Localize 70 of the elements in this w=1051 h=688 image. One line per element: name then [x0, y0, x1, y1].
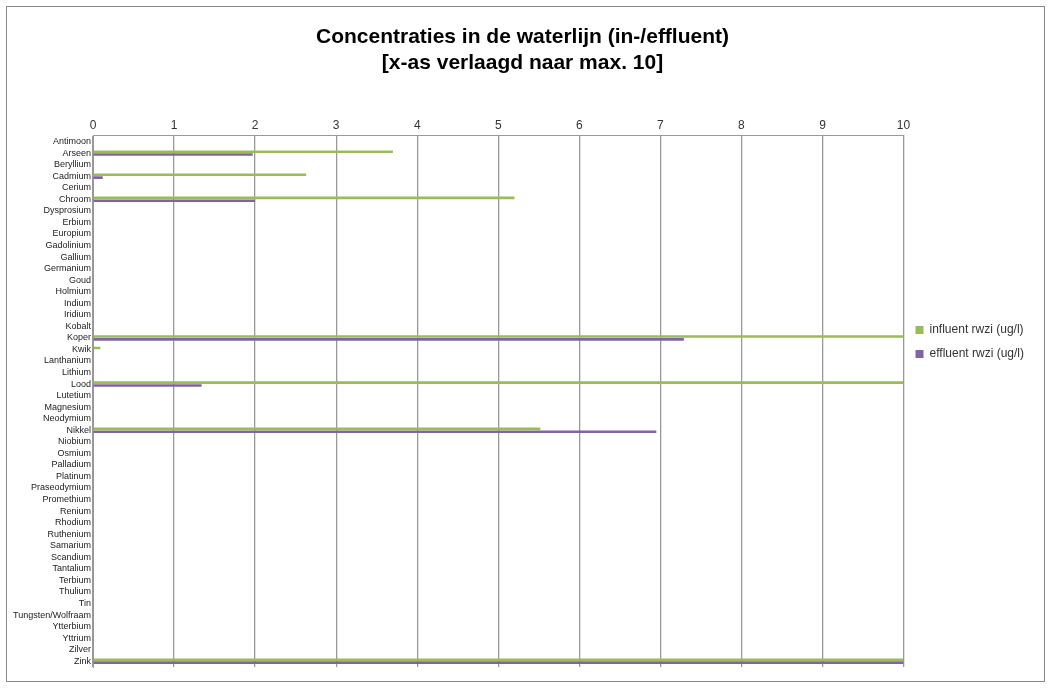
x-tick-label: 1 [170, 117, 178, 132]
legend-label: influent rwzi (ug/l) [929, 322, 1024, 337]
bar [93, 335, 904, 338]
bar [93, 150, 393, 153]
y-tick-label: Niobium [58, 436, 92, 447]
y-tick-label: Platinum [56, 470, 92, 481]
y-tick-label: Thulium [59, 586, 92, 597]
y-tick-label: Lutetium [56, 390, 92, 401]
y-tick-label: Rhodium [55, 517, 92, 528]
bar [93, 430, 657, 434]
y-tick-label: Chroom [59, 193, 92, 204]
y-tick-label: Zilver [69, 644, 92, 655]
y-tick-label: Neodymium [43, 413, 92, 424]
chart-title: Concentraties in de waterlijn (in-/effluent) [x-as verlaagd naar max. 10] [315, 24, 730, 73]
y-tick-label: Arseen [62, 147, 92, 158]
y-tick-label: Cerium [62, 182, 92, 193]
y-tick-label: Terbium [59, 574, 92, 585]
y-tick-label: Tin [78, 597, 92, 608]
y-tick-label: Koper [67, 332, 92, 343]
y-tick-label: Gallium [60, 251, 92, 262]
x-tick-label: 8 [738, 117, 746, 132]
x-tick-label: 3 [332, 117, 340, 132]
legend-label: effluent rwzi (ug/l) [929, 346, 1024, 361]
y-tick-label: Holmium [55, 286, 92, 297]
y-tick-label: Magnesium [44, 401, 92, 412]
bar [93, 384, 202, 387]
bar [93, 199, 256, 203]
y-tick-label: Palladium [51, 459, 92, 470]
y-tick-label: Osmium [57, 447, 92, 458]
y-tick-label: Europium [52, 228, 92, 239]
y-tick-label: Tungsten/Wolfraam [12, 609, 92, 620]
y-tick-label: Goud [69, 274, 92, 285]
y-tick-label: Promethium [42, 494, 92, 505]
y-tick-label: Kwik [72, 343, 92, 354]
x-tick-label: 9 [819, 117, 827, 132]
y-tick-label: Scandium [51, 551, 92, 562]
bar [93, 338, 684, 341]
y-tick-label: Renium [60, 505, 92, 516]
x-tick-label: 10 [896, 117, 911, 132]
y-tick-label: Lood [71, 378, 92, 389]
y-tick-label: Ruthenium [47, 528, 92, 539]
y-tick-label: Antimoon [53, 136, 92, 147]
y-tick-label: Yttrium [62, 632, 92, 643]
y-tick-label: Erbium [62, 216, 92, 227]
y-tick-label: Lithium [62, 367, 92, 378]
y-tick-label: Lanthanium [43, 355, 92, 366]
x-tick-label: 6 [575, 117, 583, 132]
x-tick-label: 4 [413, 117, 421, 132]
x-tick-label: 7 [657, 117, 665, 132]
y-tick-label: Cadmium [52, 170, 92, 181]
y-tick-label: Indium [64, 297, 92, 308]
bar [93, 381, 904, 384]
y-tick-label: Praseodymium [31, 482, 92, 493]
y-tick-label: Dysprosium [43, 205, 92, 216]
y-tick-label: Zink [74, 655, 92, 666]
bar [93, 176, 103, 179]
y-tick-label: Nikkel [66, 424, 92, 435]
bar [93, 153, 253, 156]
y-tick-label: Germanium [44, 263, 92, 274]
bar [93, 173, 307, 177]
y-tick-label: Ytterbium [52, 621, 92, 632]
x-tick-label: 5 [494, 117, 502, 132]
x-tick-label: 0 [89, 117, 97, 132]
x-tick-label: 2 [251, 117, 259, 132]
y-tick-label: Gadolinium [45, 239, 92, 250]
y-tick-label: Samarium [50, 540, 92, 551]
y-tick-label: Kobalt [65, 320, 92, 331]
y-tick-label: Tantalium [52, 563, 92, 574]
y-tick-label: Beryllium [54, 159, 92, 170]
y-tick-label: Iridium [64, 309, 92, 320]
